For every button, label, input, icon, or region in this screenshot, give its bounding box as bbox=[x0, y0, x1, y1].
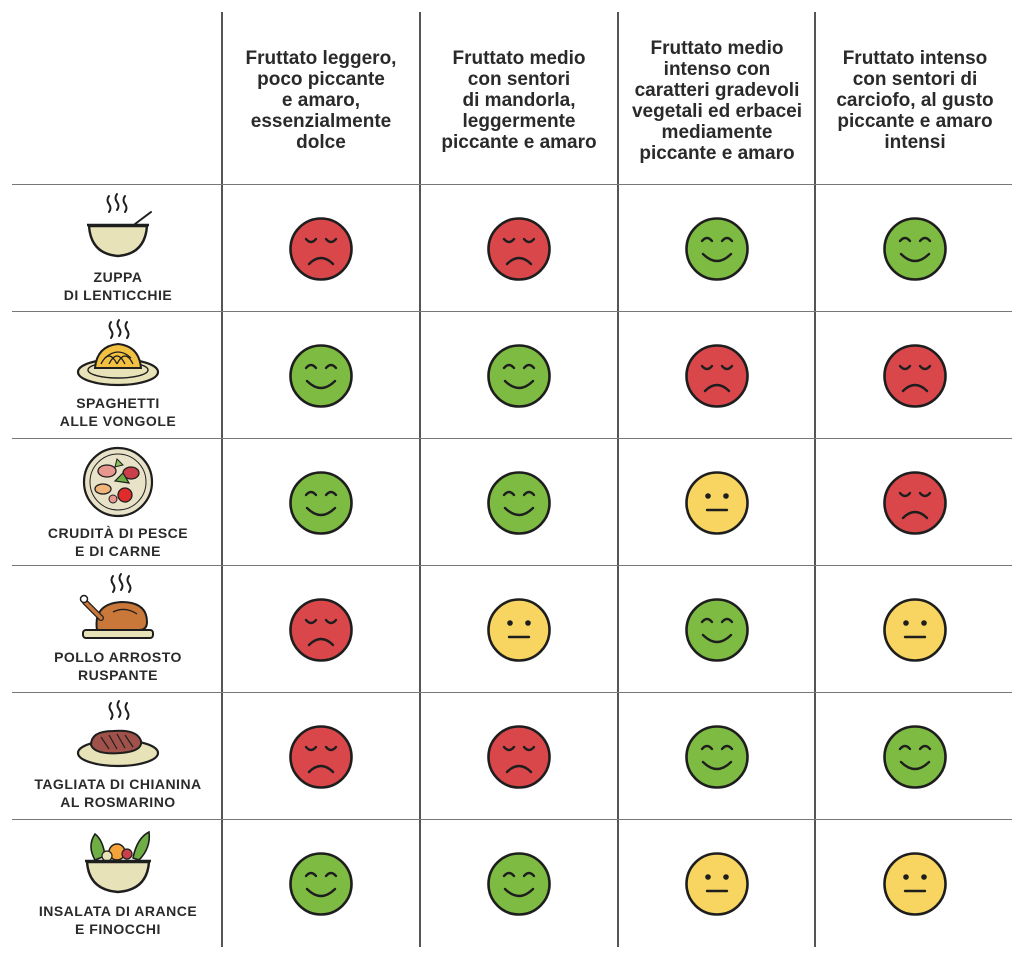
rating-cell bbox=[817, 185, 1013, 312]
steak-plate-icon bbox=[76, 700, 160, 768]
soup-bowl-icon bbox=[87, 193, 152, 258]
happy-face-icon bbox=[289, 851, 353, 916]
grid-line bbox=[419, 12, 421, 947]
grid-line bbox=[12, 819, 1012, 820]
row-label-text: ZUPPA DI LENTICCHIE bbox=[63, 269, 173, 303]
rating-cell bbox=[619, 185, 815, 312]
row-label-tagliata: TAGLIATA DI CHIANINA AL ROSMARINO bbox=[14, 699, 222, 811]
sad-face-icon bbox=[883, 343, 947, 408]
rating-cell bbox=[223, 439, 419, 566]
neutral-face-icon bbox=[685, 851, 749, 916]
happy-face-icon bbox=[883, 724, 947, 789]
row-label-text: INSALATA DI ARANCE E FINOCCHI bbox=[38, 903, 198, 937]
happy-face-icon bbox=[487, 851, 551, 916]
sad-face-icon bbox=[685, 343, 749, 408]
row-label-crudita: CRUDITÀ DI PESCE E DI CARNE bbox=[14, 444, 222, 560]
rating-cell bbox=[619, 820, 815, 947]
row-label-insalata: INSALATA DI ARANCE E FINOCCHI bbox=[14, 826, 222, 938]
rating-cell bbox=[223, 312, 419, 439]
rating-cell bbox=[421, 820, 617, 947]
grid-line bbox=[12, 311, 1012, 312]
sad-face-icon bbox=[487, 216, 551, 281]
rating-cell bbox=[817, 312, 1013, 439]
rating-cell bbox=[619, 693, 815, 820]
spaghetti-plate-icon bbox=[76, 319, 160, 387]
rating-cell bbox=[223, 820, 419, 947]
row-label-text: POLLO ARROSTO RUSPANTE bbox=[54, 649, 182, 683]
grid-line bbox=[12, 692, 1012, 693]
rating-cell bbox=[223, 566, 419, 693]
rating-cell bbox=[421, 693, 617, 820]
rating-cell bbox=[817, 693, 1013, 820]
happy-face-icon bbox=[685, 724, 749, 789]
sad-face-icon bbox=[487, 724, 551, 789]
neutral-face-icon bbox=[487, 597, 551, 662]
column-header-2: Fruttato medio con sentori di mandorla, … bbox=[441, 48, 597, 153]
grid-line bbox=[617, 12, 619, 947]
row-label-text: SPAGHETTI ALLE VONGOLE bbox=[59, 395, 177, 429]
roast-chicken-icon bbox=[79, 573, 154, 639]
neutral-face-icon bbox=[685, 470, 749, 535]
rating-cell bbox=[223, 693, 419, 820]
rating-cell bbox=[817, 566, 1013, 693]
neutral-face-icon bbox=[883, 597, 947, 662]
happy-face-icon bbox=[487, 470, 551, 535]
grid-line bbox=[12, 184, 1012, 185]
sad-face-icon bbox=[289, 724, 353, 789]
rating-cell bbox=[619, 439, 815, 566]
rating-cell bbox=[421, 312, 617, 439]
column-header-4: Fruttato intenso con sentori di carciofo… bbox=[836, 48, 994, 153]
salad-bowl-icon bbox=[85, 830, 151, 894]
row-label-text: TAGLIATA DI CHIANINA AL ROSMARINO bbox=[34, 776, 202, 810]
neutral-face-icon bbox=[883, 851, 947, 916]
rating-cell bbox=[421, 439, 617, 566]
sad-face-icon bbox=[883, 470, 947, 535]
grid-line bbox=[12, 438, 1012, 439]
row-label-spaghetti: SPAGHETTI ALLE VONGOLE bbox=[14, 318, 222, 430]
rating-cell bbox=[421, 566, 617, 693]
grid-line bbox=[814, 12, 816, 947]
row-label-pollo: POLLO ARROSTO RUSPANTE bbox=[14, 572, 222, 684]
row-label-zuppa: ZUPPA DI LENTICCHIE bbox=[14, 192, 222, 304]
sad-face-icon bbox=[289, 597, 353, 662]
grid-line bbox=[12, 565, 1012, 566]
happy-face-icon bbox=[685, 216, 749, 281]
sad-face-icon bbox=[289, 216, 353, 281]
column-header-3: Fruttato medio intenso con caratteri gra… bbox=[631, 37, 803, 164]
happy-face-icon bbox=[883, 216, 947, 281]
row-label-text: CRUDITÀ DI PESCE E DI CARNE bbox=[47, 525, 189, 559]
rating-cell bbox=[223, 185, 419, 312]
rating-cell bbox=[619, 566, 815, 693]
rating-cell bbox=[421, 185, 617, 312]
grid-line bbox=[221, 12, 223, 947]
rating-cell bbox=[817, 439, 1013, 566]
column-header-1: Fruttato leggero, poco piccante e amaro,… bbox=[245, 48, 397, 153]
happy-face-icon bbox=[685, 597, 749, 662]
rating-cell bbox=[817, 820, 1013, 947]
rating-cell bbox=[619, 312, 815, 439]
raw-platter-icon bbox=[82, 446, 154, 518]
happy-face-icon bbox=[487, 343, 551, 408]
happy-face-icon bbox=[289, 343, 353, 408]
happy-face-icon bbox=[289, 470, 353, 535]
